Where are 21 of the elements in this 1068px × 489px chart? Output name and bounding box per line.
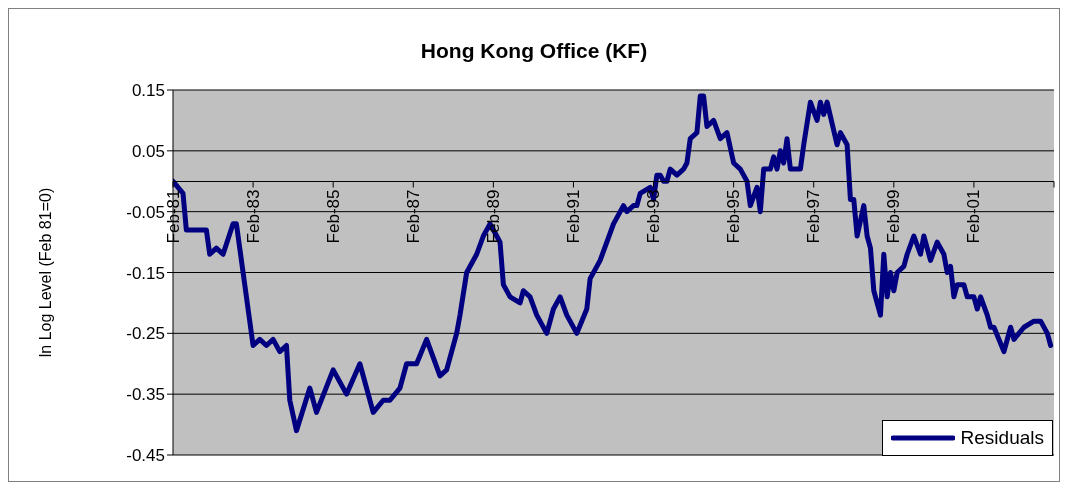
x-tick-label: Feb-83 bbox=[243, 189, 263, 244]
x-tick-label: Feb-97 bbox=[804, 189, 824, 244]
y-tick-label: 0.15 bbox=[131, 81, 165, 101]
x-tick-label: Feb-89 bbox=[483, 189, 503, 244]
y-tick-label: 0.05 bbox=[131, 141, 165, 161]
y-tick-label: -0.15 bbox=[126, 263, 165, 283]
x-tick-label: Feb-81 bbox=[163, 189, 183, 244]
x-tick-label: Feb-01 bbox=[964, 189, 984, 244]
x-tick-label: Feb-99 bbox=[884, 189, 904, 244]
y-tick-label: -0.35 bbox=[126, 385, 165, 405]
chart-title: Hong Kong Office (KF) bbox=[419, 39, 649, 63]
y-tick-label: -0.25 bbox=[126, 324, 165, 344]
x-tick-label: Feb-87 bbox=[403, 189, 423, 244]
y-tick-label: -0.05 bbox=[126, 202, 165, 222]
y-axis-title: ln Log Level (Feb 81=0) bbox=[36, 187, 54, 358]
x-tick-label: Feb-95 bbox=[724, 189, 744, 244]
x-tick-label: Feb-93 bbox=[644, 189, 664, 244]
x-tick-label: Feb-85 bbox=[323, 189, 343, 244]
legend-label: Residuals bbox=[960, 426, 1044, 450]
y-tick-label: -0.45 bbox=[126, 446, 165, 466]
x-tick-label: Feb-91 bbox=[563, 189, 583, 244]
